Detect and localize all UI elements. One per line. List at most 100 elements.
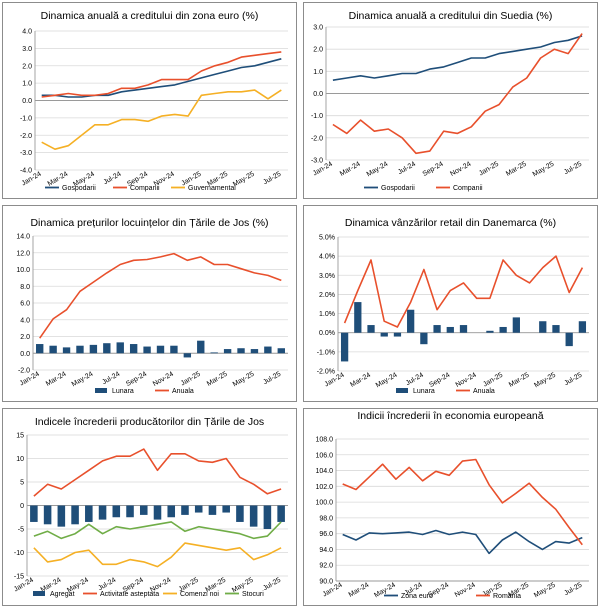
x-tick-label: Mar-24: [45, 371, 68, 388]
bar-agregat: [98, 505, 107, 520]
x-tick-label: Nov-24: [454, 582, 477, 599]
y-tick-label: 14.0: [16, 234, 30, 241]
y-tick-label: -10: [14, 550, 24, 557]
line-guvernamental: [41, 89, 282, 150]
y-tick-label: -3.0: [20, 150, 32, 157]
bar-lunara: [223, 349, 232, 354]
y-tick-label: -2.0%: [317, 369, 335, 376]
bar-agregat: [71, 505, 79, 525]
bar-agregat: [112, 505, 121, 518]
bar-lunara: [539, 321, 547, 333]
y-tick-label: -3.0: [311, 158, 323, 165]
bar-agregat: [181, 505, 189, 515]
legend-label-gospodarii: Gospodarii: [62, 185, 96, 192]
bar-lunara: [512, 317, 520, 333]
y-tick-label: 98.0: [319, 515, 333, 522]
bar-lunara: [340, 332, 349, 362]
bar-agregat: [277, 505, 285, 522]
y-tick-label: -4.0: [20, 168, 32, 175]
bar-agregat: [57, 505, 66, 527]
chart-svg: Dinamica prețurilor locuințelor din Țări…: [16, 217, 288, 395]
chart-title: Dinamica vânzărilor retail din Danemarca…: [345, 217, 556, 229]
legend-label-activitate-asteptata: Activitate asteptata: [100, 591, 159, 598]
y-tick-label: 12.0: [16, 250, 30, 257]
y-tick-label: -5: [18, 527, 24, 534]
chart-panel-european-confidence: Indicii încrederii în economia europeană…: [303, 408, 598, 606]
bar-lunara: [237, 348, 245, 354]
y-tick-label: 5: [20, 480, 24, 487]
bar-agregat: [249, 505, 258, 527]
line-companii: [41, 51, 282, 98]
x-tick-label: Jul-25: [563, 161, 583, 177]
x-tick-label: Jul-24: [101, 371, 121, 387]
bar-lunara: [367, 325, 375, 333]
y-tick-label: 0.0: [22, 98, 32, 105]
y-tick-label: -15: [14, 574, 24, 581]
x-tick-label: May-24: [373, 582, 397, 600]
legend-swatch-lunara: [396, 388, 408, 393]
y-tick-label: 3.0: [22, 46, 32, 53]
bar-agregat: [85, 505, 93, 522]
x-tick-label: Jul-25: [262, 577, 282, 593]
y-tick-label: 1.0: [313, 69, 323, 76]
y-tick-label: -1.0: [311, 113, 323, 120]
y-tick-label: -2.0: [18, 368, 30, 375]
y-tick-label: 6.0: [20, 301, 30, 308]
chart-title: Indicele încrederii producătorilor din Ț…: [35, 416, 264, 428]
y-tick-label: 0: [20, 503, 24, 510]
y-tick-label: 1.0: [22, 81, 32, 88]
x-tick-label: May-24: [375, 372, 399, 390]
y-tick-label: 90.0: [319, 579, 333, 586]
bar-lunara: [250, 349, 259, 354]
legend-label-companii: Companii: [453, 185, 483, 192]
bar-lunara: [62, 347, 71, 354]
bar-lunara: [36, 344, 44, 354]
x-tick-label: Jan-25: [478, 161, 500, 178]
x-tick-label: Mar-25: [508, 372, 531, 389]
y-tick-label: 3.0%: [319, 273, 335, 280]
x-tick-label: Sep-24: [125, 371, 148, 388]
x-tick-label: Sep-24: [428, 372, 451, 389]
bar-lunara: [446, 326, 454, 333]
line-activitate-asteptata: [33, 448, 282, 497]
bar-lunara: [380, 332, 388, 337]
legend-label-lunara: Lunara: [112, 388, 134, 395]
bar-lunara: [197, 340, 205, 354]
bar-agregat: [222, 505, 230, 513]
bar-agregat: [167, 505, 176, 518]
line-stocuri: [33, 521, 282, 540]
x-tick-label: May-25: [232, 371, 256, 389]
x-tick-label: Jul-24: [97, 577, 117, 593]
y-tick-label: 1.0%: [319, 311, 335, 318]
chart-svg: Indicii încrederii în economia europeană…: [315, 410, 589, 600]
bar-agregat: [236, 505, 244, 522]
bar-agregat: [30, 505, 38, 522]
x-tick-label: Jan-25: [482, 372, 504, 389]
chart-panel-denmark-retail-sales: Dinamica vânzărilor retail din Danemarca…: [303, 205, 598, 402]
x-tick-label: May-24: [366, 161, 390, 179]
x-tick-label: Nov-24: [455, 372, 478, 389]
x-tick-label: Sep-24: [422, 161, 445, 178]
bar-lunara: [565, 332, 573, 347]
bar-agregat: [194, 505, 203, 513]
y-tick-label: 4.0: [20, 317, 30, 324]
y-tick-label: 2.0%: [319, 292, 335, 299]
x-tick-label: Mar-25: [206, 371, 229, 388]
bar-lunara: [552, 325, 560, 333]
y-tick-label: 104.0: [315, 468, 333, 475]
x-tick-label: Mar-24: [339, 161, 362, 178]
y-tick-label: 8.0: [20, 284, 30, 291]
x-tick-label: Mar-25: [505, 161, 528, 178]
y-tick-label: 15: [16, 433, 24, 440]
legend-label-companii: Companii: [130, 185, 160, 192]
x-tick-label: Jul-24: [103, 171, 123, 187]
y-tick-label: 100.0: [315, 500, 333, 507]
bar-lunara: [578, 321, 587, 333]
y-tick-label: 10: [16, 456, 24, 463]
y-tick-label: -1.0%: [317, 349, 335, 356]
bar-lunara: [459, 325, 468, 333]
bar-lunara: [156, 345, 165, 354]
bar-lunara: [143, 346, 151, 354]
bar-lunara: [49, 345, 57, 354]
line-companii: [332, 33, 583, 155]
